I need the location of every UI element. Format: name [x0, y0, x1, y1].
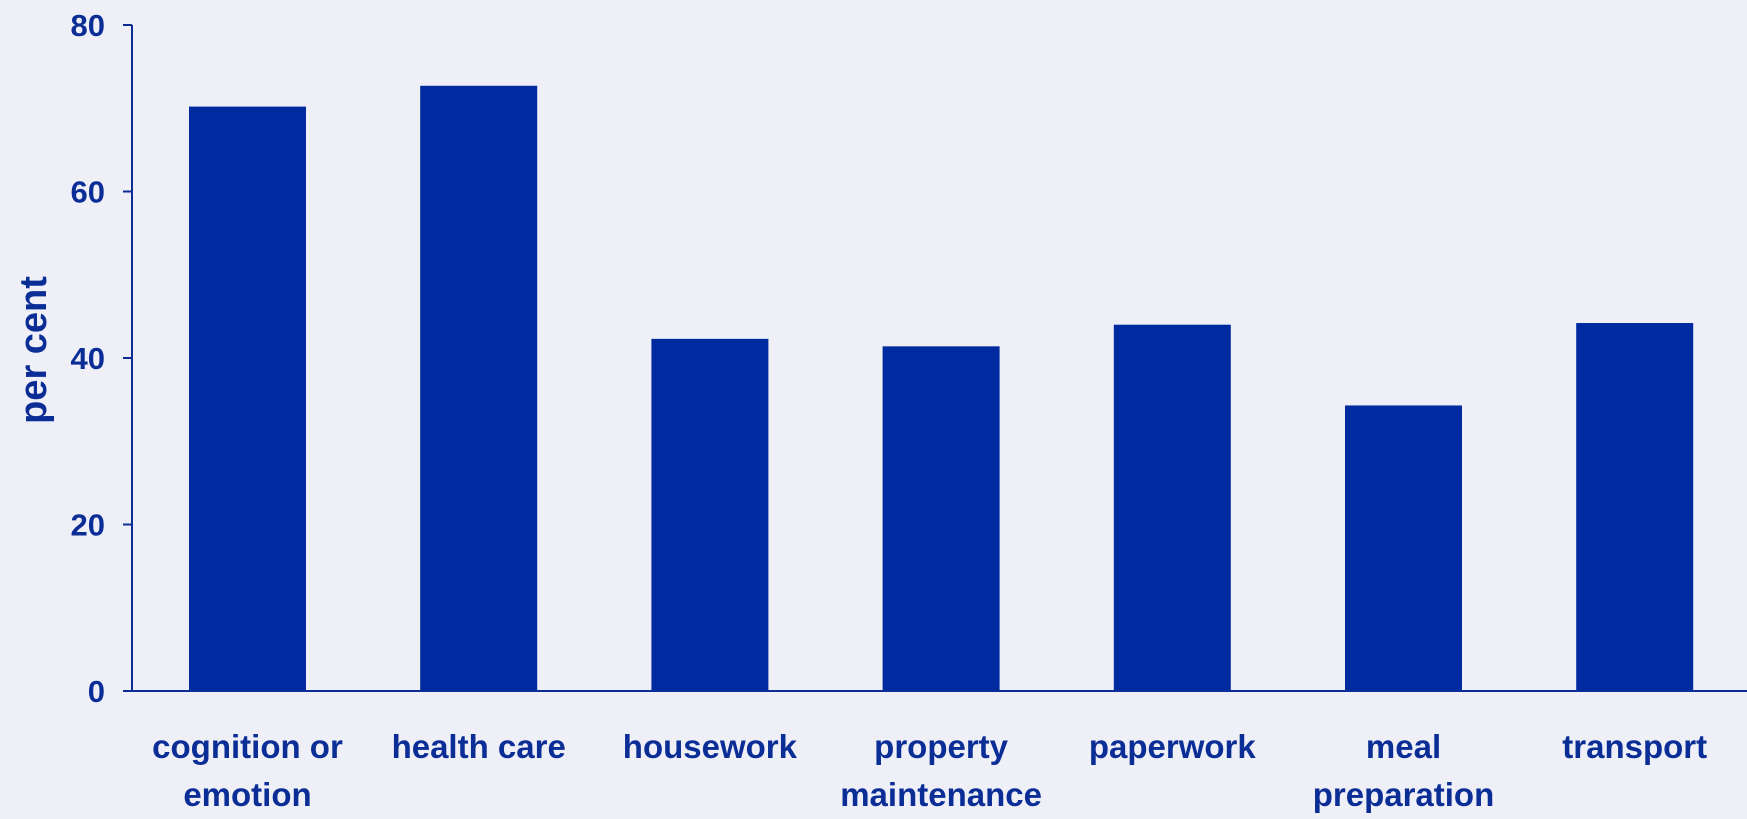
y-tick-label: 0 [88, 674, 105, 709]
y-tick-label: 60 [71, 175, 105, 210]
x-tick-label: preparation [1313, 776, 1495, 813]
bar [420, 85, 538, 691]
x-tick-label: health care [392, 728, 566, 765]
bar [1113, 324, 1231, 691]
bar [1345, 405, 1462, 691]
x-tick-label: transport [1562, 728, 1707, 765]
x-tick-label: emotion [183, 776, 311, 813]
x-tick-label: maintenance [840, 776, 1042, 813]
y-tick-label: 40 [71, 341, 105, 376]
y-axis: 0 20 40 60 80 [71, 8, 133, 709]
y-axis-title: per cent [13, 276, 55, 424]
bars [189, 85, 1694, 691]
y-tick-label: 20 [71, 508, 105, 543]
bar [651, 338, 769, 691]
bar [882, 346, 1000, 691]
x-tick-label: meal [1366, 728, 1441, 765]
x-tick-label: property [874, 728, 1009, 765]
x-tick-label: paperwork [1089, 728, 1257, 765]
x-tick-label: housework [623, 728, 798, 765]
x-tick-label: cognition or [152, 728, 343, 765]
y-tick-label: 80 [71, 8, 105, 43]
x-axis: cognition or emotion health care housework p… [132, 690, 1747, 813]
bar [1576, 323, 1694, 691]
bar [189, 106, 306, 691]
